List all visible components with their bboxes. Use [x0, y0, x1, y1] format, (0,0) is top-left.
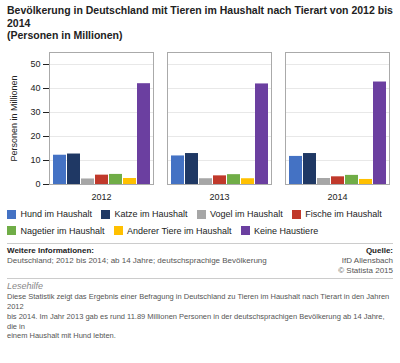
svg-text:2013: 2013 [209, 192, 229, 202]
html-text:(Personen in Millionen): (Personen in Millionen) [7, 29, 123, 42]
html-text:Bevölkerung in Deutschland mit: Bevölkerung in Deutschland mit Tieren im… [7, 4, 393, 29]
html-text:Fische im Haushalt: Fische im Haushalt [305, 209, 382, 219]
html-text:Deutschland; 2012 bis 2014; ab: Deutschland; 2012 bis 2014; ab 14 Jahre;… [7, 256, 267, 266]
html-text:IfD Allensbach: IfD Allensbach [341, 256, 393, 266]
html-text:Hund im Haushalt: Hund im Haushalt [20, 209, 92, 219]
svg-text:2012: 2012 [91, 192, 111, 202]
html-text:© Statista 2015: © Statista 2015 [338, 266, 393, 276]
html-text:Anderer Tiere im Haushalt: Anderer Tiere im Haushalt [127, 225, 232, 236]
svg-text:20: 20 [30, 131, 40, 141]
html-text:Katze im Haushalt: Katze im Haushalt [114, 209, 188, 219]
svg-text:0: 0 [35, 179, 40, 189]
html-text:Vogel im Haushalt: Vogel im Haushalt [210, 209, 283, 219]
html-text:Lesehilfe: Lesehilfe [7, 281, 43, 292]
html-text:Weitere Informationen:: Weitere Informationen: [7, 246, 94, 256]
svg-text:50: 50 [30, 59, 40, 69]
svg-text:40: 40 [30, 83, 40, 93]
html-text:Keine Haustiere: Keine Haustiere [254, 225, 319, 236]
svg-text:10: 10 [30, 155, 40, 165]
html-text:Diese Statistik zeigt das Erge: Diese Statistik zeigt das Ergebnis einer… [7, 292, 390, 341]
html-text:Quelle:: Quelle: [365, 246, 393, 256]
svg-text:Personen in Millionen: Personen in Millionen [9, 75, 19, 161]
svg-text:30: 30 [30, 107, 40, 117]
html-text:Nagetier im Haushalt: Nagetier im Haushalt [20, 225, 105, 236]
svg-text:2014: 2014 [327, 192, 347, 202]
